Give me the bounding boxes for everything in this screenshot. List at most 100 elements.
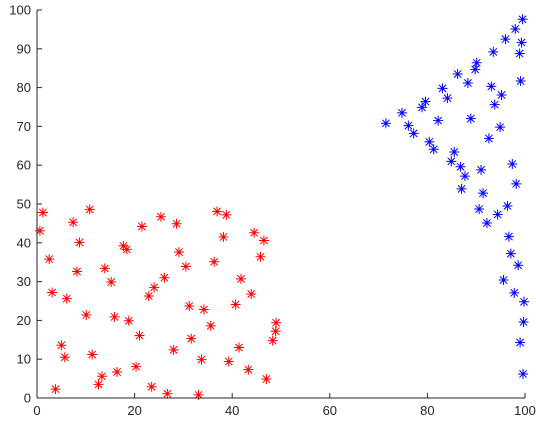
scatter-point [74, 237, 85, 248]
scatter-point [471, 57, 482, 68]
scatter-point [131, 361, 142, 372]
scatter-point [505, 248, 516, 259]
scatter-point [514, 48, 525, 59]
scatter-point [109, 311, 120, 322]
scatter-point [470, 64, 481, 75]
scatter-point [235, 273, 246, 284]
scatter-point [93, 379, 104, 390]
scatter-point [517, 14, 528, 25]
x-tick-label: 60 [323, 403, 337, 418]
scatter-marks [34, 14, 530, 400]
scatter-point [516, 37, 527, 48]
scatter-point [483, 133, 494, 144]
y-axis-ticks: 0 10 20 30 40 50 60 70 80 90 100 [9, 3, 42, 406]
scatter-point [37, 207, 48, 218]
scatter-point [184, 301, 195, 312]
x-axis-ticks: 0 20 40 60 80 100 [33, 393, 536, 418]
scatter-point [230, 299, 241, 310]
scatter-point [476, 164, 487, 175]
scatter-point [433, 115, 444, 126]
scatter-point [134, 330, 145, 341]
x-tick-label: 20 [127, 403, 141, 418]
scatter-point [249, 227, 260, 238]
scatter-point [50, 384, 61, 395]
scatter-point [196, 354, 207, 365]
scatter-point [99, 263, 110, 274]
scatter-point [456, 183, 467, 194]
y-tick-label: 50 [17, 197, 31, 212]
scatter-point [403, 120, 414, 131]
scatter-point [212, 206, 223, 217]
scatter-point [143, 290, 154, 301]
scatter-point [112, 367, 123, 378]
scatter-point [496, 89, 507, 100]
x-tick-label: 100 [514, 403, 536, 418]
x-tick-label: 80 [420, 403, 434, 418]
y-tick-label: 30 [17, 274, 31, 289]
scatter-point [246, 289, 257, 300]
scatter-point [478, 188, 489, 199]
scatter-point [47, 287, 58, 298]
scatter-point [509, 287, 520, 298]
scatter-point [449, 147, 460, 158]
scatter-point [492, 209, 503, 220]
scatter-point [186, 333, 197, 344]
scatter-point [267, 335, 278, 346]
scatter-point [515, 76, 526, 87]
scatter-point [452, 69, 463, 80]
scatter-point [193, 389, 204, 400]
scatter-point [162, 388, 173, 399]
scatter-point [420, 96, 431, 107]
scatter-point [205, 320, 216, 331]
scatter-point [500, 34, 511, 45]
scatter-point [465, 113, 476, 124]
scatter-point [159, 272, 170, 283]
scatter-point [510, 24, 521, 35]
scatter-point [424, 136, 435, 147]
scatter-point [155, 211, 166, 222]
scatter-point [380, 118, 391, 129]
scatter-point [221, 209, 232, 220]
scatter-point [442, 93, 453, 104]
y-tick-label: 80 [17, 80, 31, 95]
scatter-point [459, 171, 470, 182]
scatter-point [180, 261, 191, 272]
scatter-point [518, 368, 529, 379]
scatter-point [495, 122, 506, 133]
x-tick-label: 40 [225, 403, 239, 418]
scatter-point [488, 46, 499, 57]
scatter-point [513, 260, 524, 271]
scatter-point [243, 364, 254, 375]
scatter-point [56, 340, 67, 351]
scatter-point [149, 282, 160, 293]
scatter-point [255, 251, 266, 262]
scatter-series-1 [34, 204, 282, 400]
scatter-point [511, 178, 522, 189]
scatter-point [223, 356, 234, 367]
y-tick-label: 90 [17, 41, 31, 56]
scatter-point [72, 266, 83, 277]
scatter-point [474, 204, 485, 215]
scatter-point [146, 381, 157, 392]
scatter-point [68, 217, 79, 228]
scatter-point [502, 200, 513, 211]
y-tick-label: 0 [24, 391, 31, 406]
scatter-point [462, 77, 473, 88]
scatter-point [171, 218, 182, 229]
y-tick-label: 100 [9, 3, 31, 18]
y-tick-label: 70 [17, 119, 31, 134]
scatter-point [81, 309, 92, 320]
scatter-point [481, 218, 492, 229]
scatter-point [96, 371, 107, 382]
scatter-point [61, 293, 72, 304]
scatter-point [123, 315, 134, 326]
scatter-point [489, 99, 500, 110]
scatter-point [519, 296, 530, 307]
scatter-point [168, 344, 179, 355]
y-tick-label: 60 [17, 158, 31, 173]
scatter-point [34, 225, 45, 236]
scatter-point [209, 256, 220, 267]
scatter-point [87, 349, 98, 360]
scatter-point [218, 231, 229, 242]
